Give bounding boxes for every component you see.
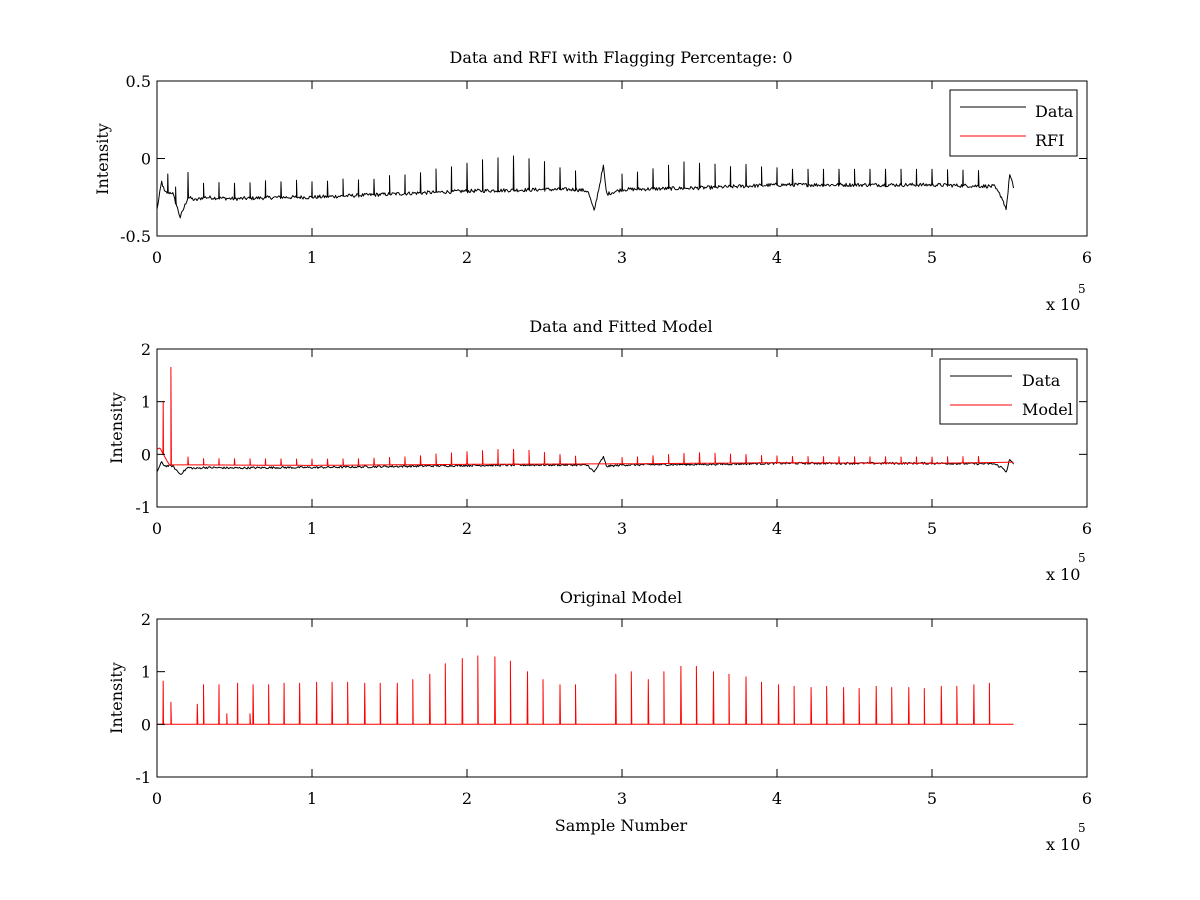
- panel-2-series-model: [156, 366, 1014, 466]
- panel-2-y-tick-label: 0: [141, 445, 151, 464]
- panel-2-legend: Data Model: [939, 358, 1078, 425]
- panel-1-title: Data and RFI with Flagging Percentage: 0: [449, 48, 792, 67]
- panel-3-x-tick-label: 1: [307, 789, 317, 808]
- panel-1-x-tick-label: 1: [307, 248, 317, 267]
- panel-2-y-tick-label: 2: [141, 340, 151, 359]
- panel-2-x-tick-label: 6: [1082, 519, 1092, 538]
- panel-1-y-tick-label: 0: [141, 150, 151, 169]
- panel-2-x-tick-label: 3: [617, 519, 627, 538]
- panel-1-ticks: 0 1 2 3 4 5 6-0.500.5: [120, 72, 1092, 267]
- panel-1-plot: [156, 155, 1014, 219]
- panel-2-legend-box: [939, 358, 1078, 425]
- panel-3-y-tick-label: 1: [141, 663, 151, 682]
- panel-2-y-label: Intensity: [107, 392, 126, 464]
- panel-2-x-exponent-base: x 10: [1046, 565, 1080, 584]
- panel-2-x-tick-label: 0: [152, 519, 162, 538]
- panel-1-legend-label-data: Data: [1035, 102, 1074, 121]
- panel-1: Data and RFI with Flagging Percentage: 0…: [93, 48, 1092, 314]
- panel-1-x-tick-label: 5: [927, 248, 937, 267]
- panel-2-x-tick-label: 4: [772, 519, 782, 538]
- panel-2-x-exponent-power: 5: [1078, 551, 1086, 565]
- panel-3-y-tick-label: 0: [141, 715, 151, 734]
- panel-3-y-tick-label: 2: [141, 610, 151, 629]
- panel-3-x-tick-label: 4: [772, 789, 782, 808]
- panel-1-y-tick-label: 0.5: [126, 72, 151, 91]
- panel-2-y-tick-label: 1: [141, 393, 151, 412]
- panel-3-y-label-group: Intensity: [107, 662, 126, 734]
- panel-3-title: Original Model: [560, 588, 682, 607]
- panel-3-x-label: Sample Number: [555, 816, 688, 835]
- panel-3-x-exponent-power: 5: [1078, 821, 1086, 835]
- panel-3-x-exponent-base: x 10: [1046, 835, 1080, 854]
- panel-3-series-line0: [157, 655, 1014, 725]
- panel-2-plot: [156, 366, 1014, 475]
- panel-1-x-tick-label: 0: [152, 248, 162, 267]
- panel-3-x-tick-label: 5: [927, 789, 937, 808]
- panel-2-x-tick-label: 5: [927, 519, 937, 538]
- panel-2-y-tick-label: -1: [135, 498, 151, 517]
- panel-3-plot: [157, 655, 1014, 725]
- panel-1-y-tick-label: -0.5: [120, 227, 151, 246]
- panel-2-x-tick-label: 1: [307, 519, 317, 538]
- panel-3-y-tick-label: -1: [135, 768, 151, 787]
- panel-1-x-exponent-power: 5: [1078, 282, 1086, 296]
- panel-2-x-tick-label: 2: [462, 519, 472, 538]
- panel-1-legend-label-rfi: RFI: [1035, 131, 1064, 150]
- panel-3: Original Model Intensity Sample Number x…: [107, 588, 1092, 854]
- panel-1-legend-box: [949, 89, 1078, 157]
- panel-3-y-label: Intensity: [107, 662, 126, 734]
- panel-2-legend-label-model: Model: [1022, 400, 1073, 419]
- panel-2-legend-label-data: Data: [1022, 371, 1061, 390]
- panel-1-y-label: Intensity: [93, 123, 112, 195]
- panel-2: Data and Fitted Model Intensity x 10 5 0…: [107, 317, 1092, 584]
- panel-1-x-tick-label: 2: [462, 248, 472, 267]
- panel-3-x-tick-label: 3: [617, 789, 627, 808]
- panel-1-legend: Data RFI: [949, 89, 1078, 157]
- panel-1-x-tick-label: 4: [772, 248, 782, 267]
- panel-1-y-label-group: Intensity: [93, 123, 112, 195]
- panel-2-y-label-group: Intensity: [107, 392, 126, 464]
- panel-3-x-tick-label: 6: [1082, 789, 1092, 808]
- panel-3-x-tick-label: 0: [152, 789, 162, 808]
- panel-1-x-tick-label: 6: [1082, 248, 1092, 267]
- panel-1-x-tick-label: 3: [617, 248, 627, 267]
- panel-1-series-data: [156, 155, 1014, 219]
- panel-2-title: Data and Fitted Model: [529, 317, 712, 336]
- panel-3-x-tick-label: 2: [462, 789, 472, 808]
- panel-1-x-exponent-base: x 10: [1046, 295, 1080, 314]
